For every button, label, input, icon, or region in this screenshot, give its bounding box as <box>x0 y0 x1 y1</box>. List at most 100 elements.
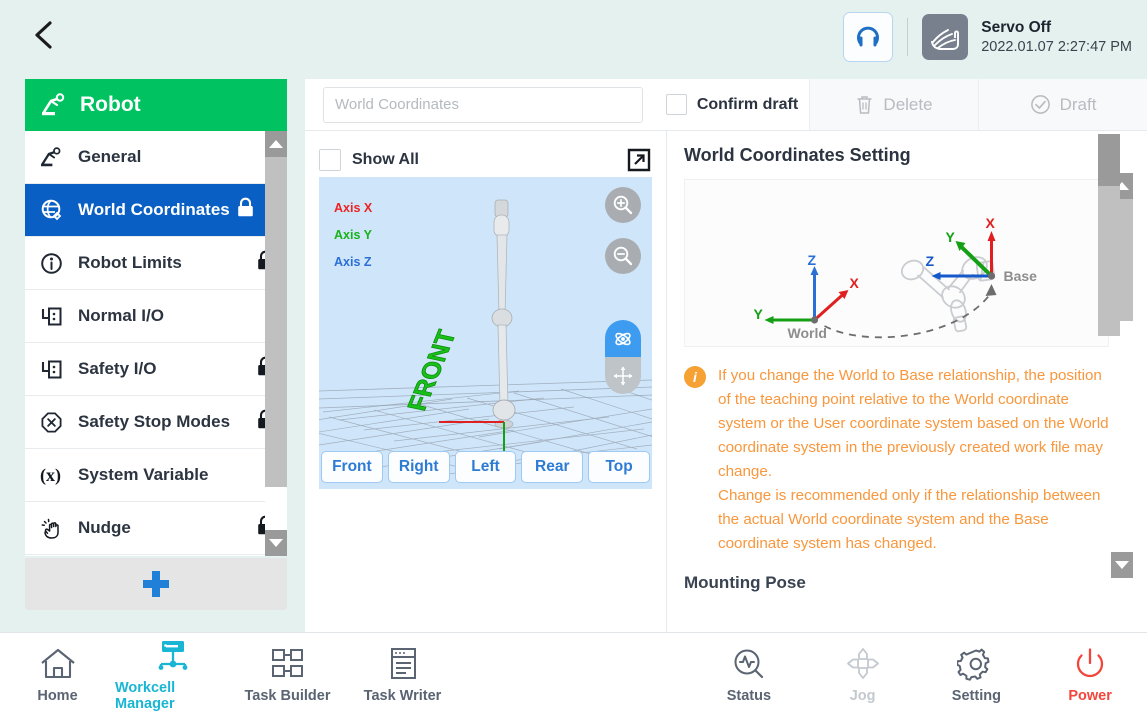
servo-text: Servo Off 2022.01.07 2:27:47 PM <box>981 18 1132 56</box>
scroll-down-button[interactable] <box>265 530 287 556</box>
show-all-label: Show All <box>352 151 419 168</box>
robot-3d-viewport[interactable]: FRONT Axis X Axis Y Axis Z <box>319 177 652 489</box>
nav-home[interactable]: Home <box>0 633 115 717</box>
home-icon <box>40 648 75 678</box>
page-scroll-thumb-top[interactable] <box>1098 134 1120 186</box>
reset-rotate-icon <box>857 26 880 47</box>
nav-power[interactable]: Power <box>1033 633 1147 717</box>
pan-mode-button[interactable] <box>605 357 641 394</box>
servo-state-button[interactable] <box>922 14 969 60</box>
globe-axis-icon <box>40 198 70 222</box>
axis-y-label: Axis Y <box>334 228 372 242</box>
bottom-nav-left: Home Workcell Manager <box>0 633 575 717</box>
add-item-button[interactable] <box>25 558 287 610</box>
expand-button[interactable] <box>626 147 652 173</box>
view-right-button[interactable]: Right <box>387 451 450 483</box>
name-input-wrap <box>305 79 655 130</box>
sidebar-header-robot[interactable]: Robot <box>25 79 287 131</box>
bottom-nav-right: Status Jog Setting <box>692 633 1147 717</box>
zoom-out-icon <box>613 246 633 266</box>
nav-label: Workcell Manager <box>115 679 176 712</box>
view-mode-toggle[interactable] <box>605 320 641 394</box>
sidebar-item-system-variable[interactable]: (x) System Variable <box>25 449 287 502</box>
hand-teach-icon <box>931 29 960 50</box>
sidebar-item-safety-io[interactable]: Safety I/O <box>25 343 287 396</box>
view-left-button[interactable]: Left <box>454 451 517 483</box>
svg-text:World: World <box>788 325 827 341</box>
sidebar-item-world-coordinates[interactable]: World Coordinates <box>25 184 287 237</box>
plus-icon <box>142 570 170 598</box>
io-port-icon <box>40 358 70 381</box>
axis-x-label: Axis X <box>334 201 373 215</box>
diagram-svg: Z Y X World <box>754 215 1038 341</box>
view-rear-button[interactable]: Rear <box>521 451 584 483</box>
show-all-checkbox[interactable] <box>319 149 341 171</box>
view-front-button[interactable]: Front <box>321 451 383 483</box>
trash-icon <box>857 96 872 114</box>
top-bar: Servo Off 2022.01.07 2:27:47 PM <box>0 0 1147 75</box>
nav-task-builder[interactable]: Task Builder <box>230 633 345 717</box>
confirm-draft-label: Confirm draft <box>696 95 799 113</box>
status-cluster: Servo Off 2022.01.07 2:27:47 PM <box>843 11 1132 63</box>
nav-status[interactable]: Status <box>692 633 806 717</box>
scroll-up-button[interactable] <box>265 131 287 157</box>
coordinate-name-input[interactable] <box>323 86 643 123</box>
draft-label: Draft <box>1059 94 1097 114</box>
mounting-pose-heading: Mounting Pose <box>684 573 806 593</box>
svg-text:Z: Z <box>926 253 935 269</box>
draft-button[interactable]: Draft <box>979 79 1147 130</box>
scroll-down-button[interactable] <box>1111 552 1133 578</box>
zoom-out-button[interactable] <box>605 238 641 274</box>
back-button[interactable] <box>22 13 66 57</box>
delete-button[interactable]: Delete <box>810 79 979 130</box>
zoom-in-button[interactable] <box>605 187 641 223</box>
svg-text:Y: Y <box>946 229 956 245</box>
nav-workcell-manager[interactable]: Workcell Manager <box>115 633 230 717</box>
nav-label: Power <box>1068 687 1112 704</box>
content-row: Show All <box>305 131 1147 632</box>
rotate-3d-icon <box>615 332 631 345</box>
nav-label: Task Writer <box>363 687 442 704</box>
nav-label: Home <box>37 687 78 704</box>
nudge-hand-icon <box>40 517 70 540</box>
page-scroll-thumb[interactable] <box>1098 186 1120 336</box>
sidebar-item-robot-limits[interactable]: Robot Limits <box>25 237 287 290</box>
sidebar-item-nudge[interactable]: Nudge <box>25 502 287 555</box>
nav-label: Status <box>726 687 772 704</box>
nav-label: Task Builder <box>244 687 331 704</box>
bottom-nav: Home Workcell Manager <box>0 632 1147 717</box>
nav-setting[interactable]: Setting <box>920 633 1034 717</box>
expand-arrows-icon <box>627 148 651 172</box>
page-scrollbar[interactable] <box>1098 134 1120 572</box>
axis-z-label: Axis Z <box>334 255 372 269</box>
sidebar-item-label: System Variable <box>78 465 209 484</box>
divider <box>907 18 909 56</box>
sidebar-item-partial[interactable] <box>25 555 287 556</box>
svg-text:Base: Base <box>1004 268 1038 284</box>
info-text: If you change the World to Base relation… <box>718 367 1109 553</box>
svg-text:Y: Y <box>754 306 764 322</box>
nav-task-writer[interactable]: Task Writer <box>345 633 460 717</box>
page-title: World Coordinates Setting <box>684 145 911 165</box>
scene-3d: FRONT <box>319 199 652 481</box>
svg-text:Z: Z <box>808 252 817 268</box>
nav-jog[interactable]: Jog <box>806 633 920 717</box>
detail-panel: World Coordinates Setting Z Y X <box>667 131 1147 632</box>
sidebar-item-safety-stop-modes[interactable]: Safety Stop Modes <box>25 396 287 449</box>
confirm-draft-checkbox[interactable]: Confirm draft <box>655 79 810 130</box>
reset-button[interactable] <box>843 12 894 62</box>
check-circle-icon <box>1030 95 1050 114</box>
scroll-thumb[interactable] <box>265 157 287 487</box>
sidebar-item-normal-io[interactable]: Normal I/O <box>25 290 287 343</box>
rotate-mode-button[interactable] <box>605 320 641 357</box>
io-port-icon <box>40 305 70 328</box>
nav-label: Setting <box>951 687 1001 704</box>
sidebar-header-label: Robot <box>80 93 141 116</box>
world-base-diagram: Z Y X World <box>684 179 1109 347</box>
checkbox-box[interactable] <box>665 94 687 115</box>
view-top-button[interactable]: Top <box>588 451 650 483</box>
sidebar-item-general[interactable]: General <box>25 131 287 184</box>
sidebar-scrollbar[interactable] <box>265 131 287 556</box>
sidebar-item-label: Safety I/O <box>78 359 157 378</box>
